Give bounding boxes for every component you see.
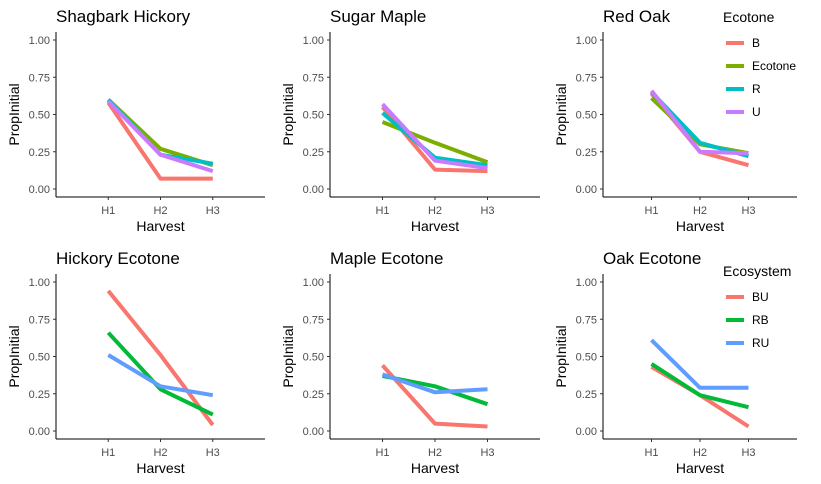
- x-axis-title: Harvest: [411, 460, 459, 476]
- x-tick-label: H2: [153, 447, 167, 459]
- x-axis-title: Harvest: [676, 218, 724, 234]
- series-line-b: [106, 101, 213, 181]
- x-tick-label: H3: [206, 205, 220, 217]
- y-axis-title: PropInitial: [553, 325, 569, 387]
- x-tick-label: H3: [741, 205, 755, 217]
- y-tick-label: 0.75: [29, 72, 50, 84]
- panel-title: Shagbark Hickory: [56, 7, 191, 26]
- y-tick-label: 0.75: [576, 72, 597, 84]
- legend-label: U: [752, 105, 761, 119]
- series-line-rb: [106, 331, 214, 417]
- legend-label: RU: [752, 336, 769, 350]
- series-line-ru: [650, 338, 749, 390]
- x-tick-label: H2: [428, 205, 442, 217]
- x-axis-title: Harvest: [136, 460, 184, 476]
- legend-label: RB: [752, 313, 769, 327]
- series-line-rb: [650, 362, 749, 410]
- x-axis-title: Harvest: [136, 218, 184, 234]
- legend-label: Ecotone: [752, 59, 796, 73]
- legend-title: Ecotone: [723, 9, 775, 25]
- y-tick-label: 0.25: [29, 389, 50, 401]
- y-tick-label: 0.50: [576, 110, 597, 122]
- legend-label: R: [752, 82, 761, 96]
- x-tick-label: H3: [480, 205, 494, 217]
- legend-label: B: [752, 36, 760, 50]
- y-tick-label: 0.75: [29, 314, 50, 326]
- y-tick-label: 0.25: [303, 147, 324, 159]
- x-tick-label: H2: [153, 205, 167, 217]
- panel-5: Oak Ecotone 0.00 0.25 0.50 0.75 1.00 H1 H2 H3 Har…: [553, 249, 797, 476]
- y-tick-label: 0.75: [576, 314, 597, 326]
- y-axis-title: PropInitial: [280, 325, 296, 387]
- series-line-bu: [106, 289, 215, 427]
- y-tick-label: 0.50: [303, 110, 324, 122]
- series-line-ru: [107, 353, 214, 398]
- panel-title: Hickory Ecotone: [56, 249, 180, 268]
- y-axis-title: PropInitial: [280, 83, 296, 145]
- series-line-u: [649, 89, 749, 156]
- panel-title: Maple Ecotone: [330, 249, 443, 268]
- panel-title: Red Oak: [603, 7, 671, 26]
- series-line-ru: [381, 372, 488, 395]
- y-tick-label: 0.00: [29, 184, 50, 196]
- x-tick-label: H1: [101, 447, 115, 459]
- y-tick-label: 0.25: [576, 147, 597, 159]
- series-line-u: [106, 99, 214, 174]
- y-tick-label: 0.50: [576, 352, 597, 364]
- y-axis-title: PropInitial: [6, 83, 22, 145]
- y-tick-label: 1.00: [303, 277, 324, 289]
- x-tick-label: H1: [375, 447, 389, 459]
- y-tick-label: 0.25: [303, 389, 324, 401]
- y-tick-label: 0.00: [29, 426, 50, 438]
- panel-1: Sugar Maple 0.00 0.25 0.50 0.75 1.00 H1 H2 H3 Har…: [280, 7, 540, 234]
- panel-title: Oak Ecotone: [603, 249, 701, 268]
- y-tick-label: 0.25: [576, 389, 597, 401]
- x-tick-label: H2: [693, 205, 707, 217]
- panel-0: Shagbark Hickory 0.00 0.25 0.50 0.75 1.00 H1 H2…: [6, 7, 265, 234]
- panel-4: Maple Ecotone 0.00 0.25 0.50 0.75 1.00 H1 H2 H3 H…: [280, 249, 540, 476]
- y-tick-label: 0.00: [576, 426, 597, 438]
- y-tick-label: 0.50: [29, 110, 50, 122]
- series-line-r: [650, 90, 750, 159]
- x-tick-label: H2: [693, 447, 707, 459]
- x-tick-label: H2: [428, 447, 442, 459]
- series-line-bu: [381, 364, 488, 429]
- y-tick-label: 1.00: [29, 35, 50, 47]
- x-tick-label: H1: [644, 205, 658, 217]
- legend-ecosystem: Ecosystem BU RB RU: [723, 263, 791, 350]
- series-line-u: [381, 102, 488, 171]
- y-tick-label: 0.75: [303, 72, 324, 84]
- y-tick-label: 0.25: [29, 147, 50, 159]
- y-tick-label: 1.00: [576, 35, 597, 47]
- y-axis-title: PropInitial: [553, 83, 569, 145]
- x-axis-title: Harvest: [676, 460, 724, 476]
- x-tick-label: H3: [206, 447, 220, 459]
- y-tick-label: 1.00: [576, 277, 597, 289]
- legend-title: Ecosystem: [723, 263, 791, 279]
- y-tick-label: 0.00: [303, 184, 324, 196]
- y-tick-label: 0.50: [303, 352, 324, 364]
- x-tick-label: H1: [101, 205, 115, 217]
- panel-2: Red Oak 0.00 0.25 0.50 0.75 1.00 H1 H2 H3 Harvest…: [553, 7, 797, 234]
- x-tick-label: H1: [644, 447, 658, 459]
- x-tick-label: H3: [480, 447, 494, 459]
- y-tick-label: 0.00: [303, 426, 324, 438]
- x-tick-label: H3: [741, 447, 755, 459]
- y-tick-label: 1.00: [29, 277, 50, 289]
- y-axis-title: PropInitial: [6, 325, 22, 387]
- y-tick-label: 0.75: [303, 314, 324, 326]
- legend-label: BU: [752, 290, 769, 304]
- y-tick-label: 1.00: [303, 35, 324, 47]
- panel-title: Sugar Maple: [330, 7, 426, 26]
- legend-ecotone: Ecotone B Ecotone RU: [723, 9, 796, 119]
- y-tick-label: 0.50: [29, 352, 50, 364]
- y-tick-label: 0.00: [576, 184, 597, 196]
- series-line-r: [381, 111, 488, 168]
- x-axis-title: Harvest: [411, 218, 459, 234]
- x-tick-label: H1: [375, 205, 389, 217]
